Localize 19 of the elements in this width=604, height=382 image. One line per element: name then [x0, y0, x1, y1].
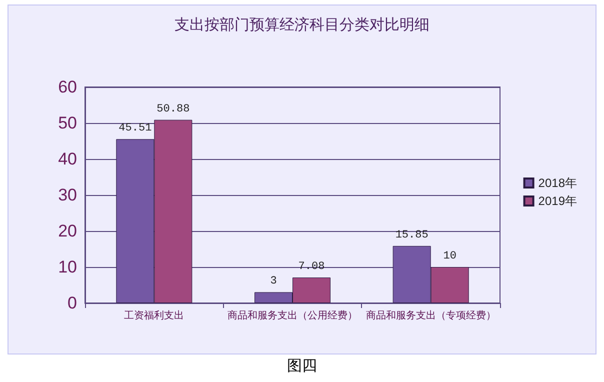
text: 图四 [287, 356, 317, 374]
x-tick-label: 商品和服务支出（公用经费） [228, 310, 358, 322]
data-label: 3 [270, 276, 277, 288]
y-tick-label: 50 [58, 114, 77, 132]
y-tick-label: 30 [58, 186, 77, 204]
y-tick-label: 40 [58, 150, 77, 168]
y-tick-label: 60 [58, 78, 77, 96]
y-tick-label: 20 [58, 222, 77, 240]
x-tick-label: 商品和服务支出（专项经费） [366, 310, 496, 322]
y-tick-label: 0 [68, 294, 77, 312]
data-label: 15.85 [395, 229, 428, 242]
legend-label: 2018年 [538, 176, 578, 190]
data-label: 10 [443, 250, 456, 262]
y-tick-label: 10 [58, 258, 77, 276]
x-tick-label: 工资福利支出 [124, 310, 184, 322]
data-label: 45.51 [118, 122, 152, 135]
chart-title: 支出按部门预算经济科目分类对比明细 [174, 16, 430, 34]
data-label: 50.88 [156, 103, 190, 116]
legend-label: 2019年 [538, 194, 578, 208]
